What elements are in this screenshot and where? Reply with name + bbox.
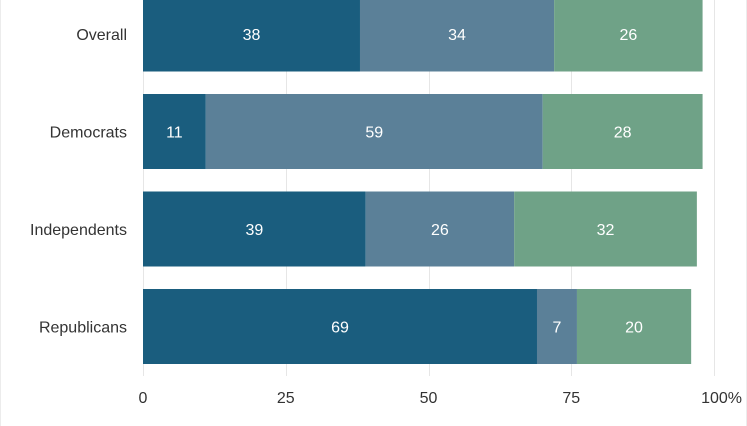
bar-label-1-2: 28 [614,125,632,142]
category-label-2: Independents [30,222,127,239]
bar-label-0-0: 38 [243,27,261,44]
bar-segment-1-1 [205,94,543,169]
x-tick-label-0: 0 [139,390,148,407]
bar-label-2-2: 32 [597,222,615,239]
bar-segment-3-0 [143,289,537,364]
bar-segment-0-1 [359,0,555,72]
bar-label-1-1: 59 [365,125,383,142]
bar-segment-1-0 [143,94,206,169]
bar-segment-2-1 [365,191,515,267]
bar-segment-1-2 [542,94,703,169]
bar-segment-2-2 [514,191,697,267]
bar-segment-0-0 [143,0,360,72]
x-tick-label-1: 25 [277,390,295,407]
x-tick-label-2: 50 [420,390,438,407]
bar-label-0-2: 26 [619,27,637,44]
category-label-3: Republicans [39,320,127,337]
bar-segment-2-0 [143,191,366,267]
bar-label-3-0: 69 [331,320,349,337]
category-label-0: Overall [76,27,127,44]
bar-segment-3-1 [536,289,577,364]
category-label-1: Democrats [50,125,127,142]
x-tick-label-3: 75 [562,390,580,407]
bar-label-0-1: 34 [448,27,466,44]
bar-segment-0-2 [554,0,703,72]
bar-label-3-1: 7 [553,320,562,337]
bar-label-1-0: 11 [166,125,183,142]
bar-label-2-0: 39 [245,222,263,239]
bar-segment-3-2 [576,289,692,364]
bar-label-3-2: 20 [625,320,643,337]
bar-label-2-1: 26 [431,222,449,239]
x-tick-label-4: 100% [701,390,742,407]
